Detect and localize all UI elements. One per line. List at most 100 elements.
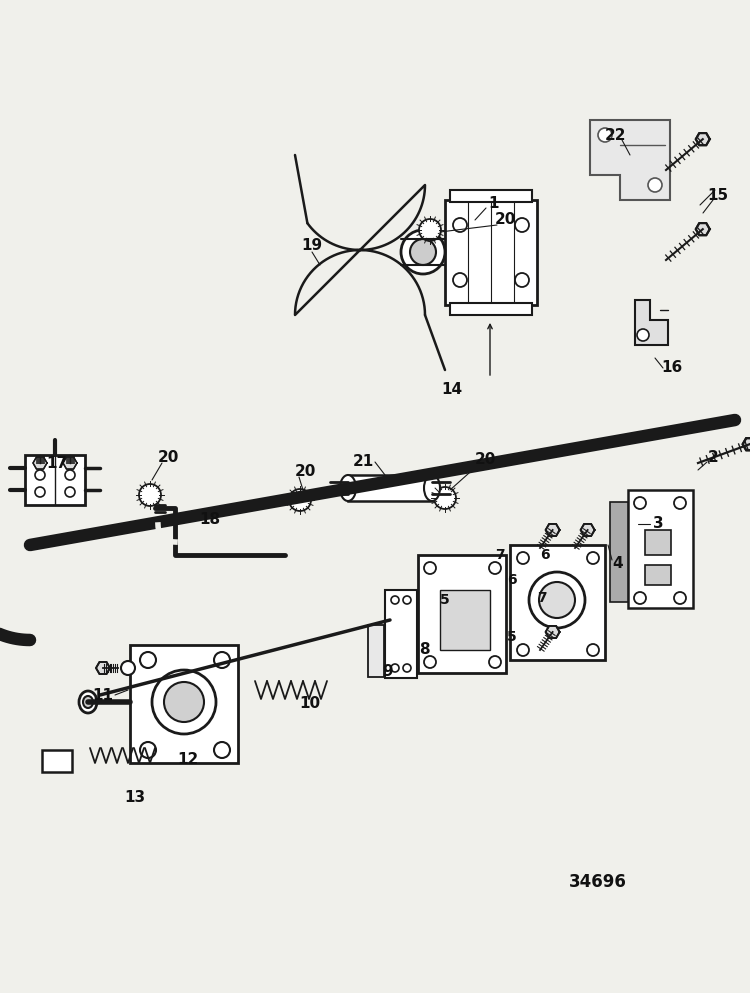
Text: 20: 20: [494, 213, 516, 227]
Circle shape: [637, 329, 649, 341]
Text: 8: 8: [419, 642, 429, 657]
Polygon shape: [580, 524, 595, 536]
Text: 17: 17: [46, 456, 68, 471]
Circle shape: [598, 128, 612, 142]
Circle shape: [517, 552, 529, 564]
Text: 18: 18: [200, 512, 220, 527]
Text: 13: 13: [124, 790, 146, 805]
Circle shape: [634, 497, 646, 509]
Bar: [645, 530, 671, 555]
Polygon shape: [696, 223, 709, 235]
Circle shape: [139, 484, 161, 506]
Text: 21: 21: [352, 455, 374, 470]
Text: 5: 5: [507, 630, 517, 644]
Circle shape: [424, 656, 436, 668]
Circle shape: [140, 652, 156, 668]
Text: 4: 4: [613, 555, 623, 571]
Text: 11: 11: [92, 687, 113, 702]
Circle shape: [121, 661, 135, 675]
Circle shape: [489, 562, 501, 574]
Circle shape: [515, 273, 529, 287]
Circle shape: [515, 218, 529, 232]
Text: 12: 12: [177, 753, 199, 768]
Circle shape: [489, 656, 501, 668]
Ellipse shape: [79, 691, 97, 713]
Text: 9: 9: [382, 664, 393, 679]
Circle shape: [65, 487, 75, 497]
Bar: [348, 475, 432, 501]
Circle shape: [674, 497, 686, 509]
Circle shape: [401, 230, 445, 274]
Polygon shape: [742, 438, 750, 450]
Text: 20: 20: [294, 465, 316, 480]
Text: 16: 16: [662, 360, 682, 375]
Bar: [418, 555, 506, 673]
Text: 10: 10: [299, 695, 320, 711]
Bar: [510, 545, 605, 660]
Circle shape: [419, 219, 441, 241]
Text: 19: 19: [302, 237, 322, 252]
Circle shape: [410, 239, 436, 265]
Text: 7: 7: [537, 591, 547, 605]
Ellipse shape: [340, 475, 356, 501]
Polygon shape: [545, 524, 560, 536]
Ellipse shape: [83, 696, 93, 708]
Circle shape: [391, 664, 399, 672]
Bar: [445, 200, 537, 305]
Circle shape: [35, 487, 45, 497]
Bar: [450, 190, 532, 202]
Polygon shape: [590, 120, 670, 200]
Circle shape: [539, 582, 575, 618]
Circle shape: [453, 273, 467, 287]
Bar: [645, 565, 671, 585]
Circle shape: [517, 644, 529, 656]
Bar: [368, 625, 384, 677]
Bar: [42, 750, 72, 772]
Circle shape: [214, 742, 230, 758]
Polygon shape: [33, 457, 47, 469]
Circle shape: [634, 592, 646, 604]
Text: 1: 1: [489, 196, 500, 211]
Circle shape: [403, 596, 411, 604]
Circle shape: [140, 742, 156, 758]
Text: 20: 20: [158, 451, 178, 466]
Circle shape: [152, 670, 216, 734]
Text: 15: 15: [707, 188, 728, 203]
Text: 5: 5: [440, 593, 450, 607]
Text: 6: 6: [540, 548, 550, 562]
Circle shape: [424, 562, 436, 574]
Text: 2: 2: [708, 451, 718, 466]
Polygon shape: [696, 133, 709, 145]
Circle shape: [434, 487, 456, 509]
Text: 6: 6: [507, 573, 517, 587]
Bar: [628, 490, 693, 608]
Polygon shape: [545, 626, 560, 638]
Bar: [385, 590, 417, 678]
Circle shape: [529, 572, 585, 628]
Circle shape: [648, 178, 662, 192]
Text: 7: 7: [495, 548, 505, 562]
Circle shape: [587, 552, 599, 564]
Circle shape: [164, 682, 204, 722]
Text: 22: 22: [604, 127, 625, 143]
Polygon shape: [63, 457, 77, 469]
Text: 34696: 34696: [569, 873, 627, 891]
Bar: [25, 455, 85, 505]
Circle shape: [453, 218, 467, 232]
Circle shape: [391, 596, 399, 604]
Circle shape: [674, 592, 686, 604]
Polygon shape: [635, 300, 668, 345]
Circle shape: [65, 470, 75, 480]
Circle shape: [289, 489, 311, 511]
Text: 20: 20: [474, 453, 496, 468]
Text: 3: 3: [652, 516, 663, 531]
Circle shape: [403, 664, 411, 672]
Circle shape: [587, 644, 599, 656]
Bar: [440, 590, 490, 650]
Ellipse shape: [424, 475, 440, 501]
Bar: [610, 502, 628, 602]
Text: 14: 14: [442, 382, 463, 397]
Circle shape: [35, 470, 45, 480]
Polygon shape: [96, 662, 110, 674]
Bar: [130, 645, 238, 763]
